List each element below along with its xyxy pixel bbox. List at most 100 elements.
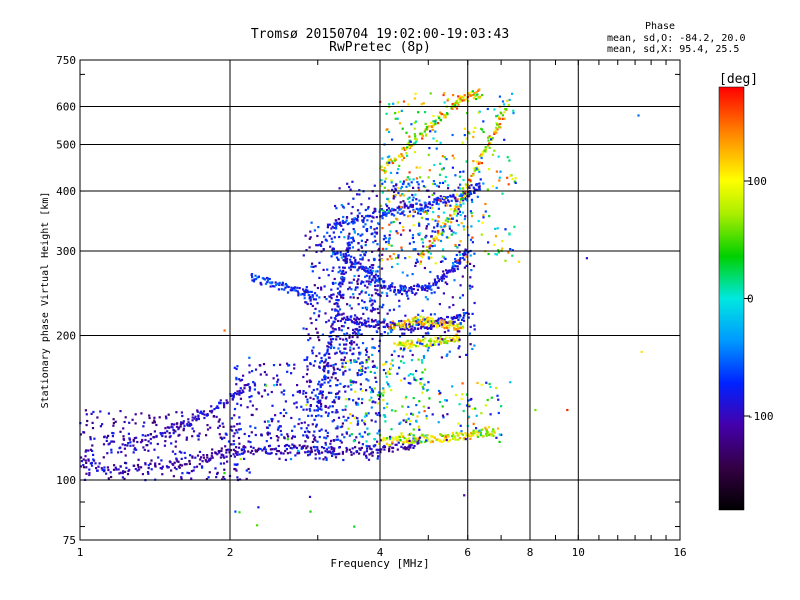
- data-point: [403, 437, 406, 440]
- data-point: [323, 361, 326, 364]
- data-point: [360, 321, 363, 325]
- data-point: [217, 406, 220, 409]
- data-point: [431, 193, 434, 196]
- data-point: [147, 449, 150, 452]
- data-point: [500, 405, 503, 408]
- data-point: [113, 464, 116, 467]
- data-point: [204, 458, 207, 462]
- data-point: [333, 236, 336, 239]
- data-point: [238, 416, 241, 419]
- data-point: [323, 447, 326, 450]
- data-point: [107, 477, 110, 480]
- data-point: [470, 269, 473, 272]
- data-point: [388, 286, 391, 289]
- data-point: [345, 248, 348, 251]
- data-point: [141, 473, 144, 476]
- data-point: [432, 114, 435, 118]
- data-point: [280, 283, 283, 286]
- data-point: [302, 375, 305, 379]
- data-point: [383, 284, 386, 287]
- data-point: [400, 343, 403, 346]
- data-point: [131, 418, 134, 421]
- data-point: [439, 260, 443, 263]
- data-point: [123, 420, 126, 424]
- data-point: [371, 302, 374, 305]
- data-point: [408, 256, 411, 259]
- data-point: [451, 437, 455, 440]
- data-point: [365, 456, 368, 459]
- data-point: [425, 211, 428, 214]
- data-point: [462, 308, 465, 311]
- data-point: [277, 288, 280, 291]
- data-point: [421, 309, 424, 312]
- data-point: [380, 208, 383, 211]
- data-point: [332, 452, 335, 456]
- data-point: [254, 449, 257, 452]
- data-point: [169, 461, 172, 464]
- data-point: [300, 427, 303, 430]
- data-point: [278, 281, 281, 284]
- data-point: [401, 405, 404, 408]
- data-point: [251, 404, 254, 407]
- data-point: [320, 286, 323, 289]
- data-point: [465, 393, 469, 396]
- data-point: [345, 432, 348, 435]
- data-point: [249, 441, 252, 444]
- data-point: [352, 238, 355, 241]
- data-point: [181, 472, 184, 475]
- data-point: [496, 114, 499, 117]
- data-point: [353, 256, 356, 259]
- data-point: [351, 218, 354, 221]
- data-point: [451, 385, 454, 388]
- data-point: [424, 284, 427, 287]
- data-point: [332, 449, 336, 452]
- data-point: [465, 404, 469, 407]
- data-point: [494, 253, 497, 256]
- data-point: [391, 320, 395, 323]
- data-point: [315, 244, 318, 247]
- data-point: [359, 258, 362, 261]
- data-point: [336, 367, 339, 370]
- data-point: [431, 241, 434, 245]
- data-point: [511, 177, 514, 180]
- data-point: [453, 340, 456, 343]
- data-point: [235, 446, 238, 449]
- data-point: [338, 446, 341, 449]
- data-point: [428, 203, 431, 206]
- data-point: [478, 155, 481, 158]
- data-point: [450, 269, 453, 272]
- data-point: [405, 178, 408, 181]
- data-point: [202, 410, 206, 413]
- data-point: [423, 436, 426, 439]
- data-point: [382, 436, 385, 440]
- data-point: [393, 286, 396, 289]
- data-point: [435, 202, 438, 205]
- data-point: [389, 435, 392, 438]
- data-point: [377, 411, 380, 415]
- data-point: [188, 462, 191, 465]
- data-point: [381, 169, 384, 172]
- data-point: [439, 239, 443, 243]
- data-point: [257, 447, 260, 450]
- data-point: [209, 426, 212, 429]
- data-point: [427, 406, 430, 409]
- data-point: [402, 344, 405, 347]
- data-point: [209, 457, 212, 460]
- data-point: [260, 283, 263, 286]
- data-point: [324, 405, 327, 408]
- data-point: [314, 449, 317, 452]
- data-point: [304, 234, 307, 237]
- data-point: [387, 210, 390, 213]
- data-point: [353, 360, 356, 363]
- data-point: [428, 320, 431, 323]
- data-point: [365, 325, 368, 328]
- data-point: [383, 169, 386, 172]
- data-point: [457, 422, 460, 425]
- data-point: [356, 417, 359, 420]
- data-point: [434, 122, 437, 125]
- data-point: [471, 285, 474, 288]
- data-point: [302, 327, 305, 330]
- data-point: [259, 447, 262, 451]
- data-point: [308, 297, 311, 300]
- data-point: [92, 410, 95, 414]
